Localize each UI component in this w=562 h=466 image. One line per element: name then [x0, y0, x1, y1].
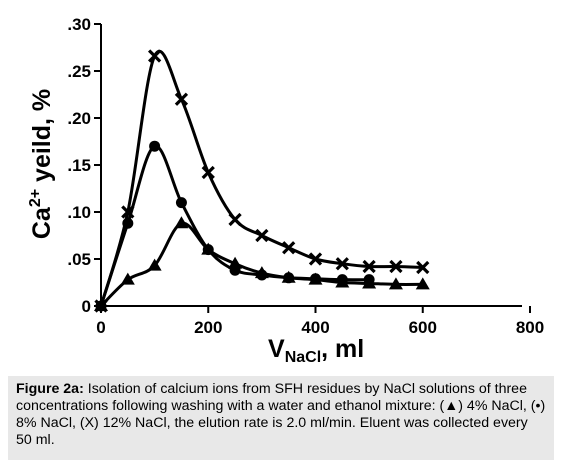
- data-point-circle: [149, 140, 161, 152]
- data-point-x: [121, 205, 135, 219]
- y-tick-label: .05: [67, 250, 91, 269]
- plot-area: [94, 49, 430, 313]
- caption-label: Figure 2a:: [16, 381, 84, 397]
- axes: 0 .05 .10 .15 .20 .25 .30 0 200 400 600 800: [67, 15, 544, 337]
- y-axis-label-sup: 2+: [27, 189, 44, 207]
- data-point-triangle: [415, 277, 430, 290]
- y-tick-label: .20: [67, 109, 91, 128]
- chart: 0 .05 .10 .15 .20 .25 .30 0 200 400 600 800 Ca2+ ye…: [27, 15, 544, 366]
- data-point-circle: [256, 269, 268, 281]
- y-axis-label-main: Ca: [28, 206, 56, 239]
- data-point-x: [255, 228, 269, 243]
- x-axis-label-rest: , ml: [321, 335, 364, 363]
- data-point-x: [389, 259, 403, 274]
- y-axis-label: Ca2+ yeild, %: [27, 89, 56, 239]
- data-point-triangle: [228, 256, 243, 269]
- data-point-x: [308, 252, 323, 266]
- x-axis-label-sub: NaCl: [285, 349, 321, 366]
- data-point-triangle: [147, 258, 162, 271]
- data-point-x: [174, 92, 189, 106]
- x-tick-label: 800: [516, 318, 544, 337]
- x-tick-label: 600: [409, 318, 437, 337]
- data-point-x: [201, 165, 215, 180]
- data-point-circle: [229, 264, 241, 276]
- x-tick-label: 200: [194, 318, 222, 337]
- data-point-triangle: [120, 272, 135, 285]
- data-point-circle: [336, 274, 348, 286]
- data-point-triangle: [388, 277, 403, 290]
- x-tick-label: 0: [96, 318, 105, 337]
- data-point-triangle: [174, 216, 189, 229]
- data-point-circle: [363, 274, 375, 286]
- figure-caption: Figure 2a: Isolation of calcium ions fro…: [8, 376, 554, 460]
- data-point-x: [228, 212, 242, 227]
- data-point-x: [362, 259, 376, 274]
- x-axis-label: VNaCl, ml: [268, 335, 364, 366]
- y-tick-label: .25: [67, 62, 91, 81]
- data-point-circle: [202, 244, 214, 256]
- y-tick-label: .30: [67, 15, 91, 34]
- y-axis-label-rest: yeild, %: [28, 89, 56, 189]
- caption-text: Isolation of calcium ions from SFH resid…: [16, 381, 546, 448]
- data-point-circle: [283, 272, 295, 284]
- data-point-circle: [310, 273, 321, 285]
- y-tick-label: .10: [67, 203, 91, 222]
- x-tick-label: 400: [301, 318, 329, 337]
- y-tick-label: 0: [82, 297, 91, 316]
- data-point-x: [147, 49, 162, 63]
- x-axis-label-main: V: [268, 335, 285, 363]
- data-point-x: [335, 257, 349, 271]
- data-point-x: [282, 241, 296, 255]
- data-point-circle: [175, 197, 187, 209]
- data-point-x: [416, 260, 430, 275]
- y-tick-label: .15: [67, 156, 91, 175]
